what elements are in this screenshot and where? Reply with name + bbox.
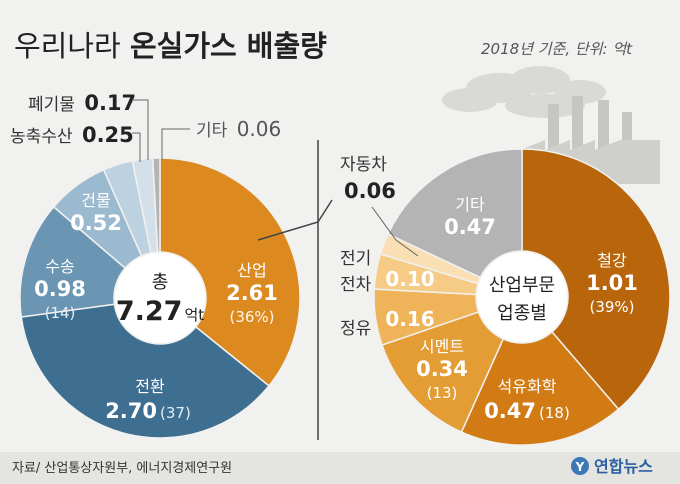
title-light: 우리나라 — [14, 29, 130, 63]
label-산업-name: 산업 — [237, 261, 266, 280]
label-기타-name: 기타 — [455, 195, 485, 214]
title-bold: 온실가스 배출량 — [130, 29, 327, 63]
right-outer-labels: 자동차 0.06 전기 전차 정유 — [340, 155, 419, 339]
label-전환-name: 전환 — [135, 377, 165, 396]
label-waste-name: 폐기물 — [28, 95, 75, 115]
slice-시멘트 — [381, 310, 505, 434]
slice-석유화학 — [460, 330, 620, 446]
left-outer-labels: 폐기물 0.17 농축수산 0.25 기타 0.06 — [10, 91, 281, 162]
label-산업-value: 2.61 — [226, 281, 278, 305]
center-label-industry: 산업부문 — [489, 275, 555, 296]
label-수송-name: 수송 — [45, 257, 74, 276]
leader-waste — [132, 99, 149, 160]
slice-수송 — [19, 205, 127, 318]
donut-hole-left — [115, 253, 205, 343]
center-label-by-sector: 업종별 — [497, 303, 547, 324]
label-철강-pct: (39%) — [589, 298, 634, 316]
center-total-value: 7.27 억t — [116, 296, 204, 327]
label-waste-value: 0.17 — [84, 91, 136, 115]
footer-bar — [0, 452, 680, 484]
label-other-left-name: 기타 — [196, 121, 228, 141]
label-agriculture-name: 농축수산 — [10, 127, 73, 147]
label-철강-value: 1.01 — [586, 271, 638, 295]
label-시멘트-pct: (13) — [427, 384, 458, 402]
svg-text:Y: Y — [575, 460, 585, 474]
slice-기타 — [151, 157, 161, 253]
center-label-total: 총 — [152, 272, 169, 293]
label-건물-value: 0.52 — [70, 211, 122, 235]
label-other-left-value: 0.06 — [237, 117, 282, 141]
label-전환-value: 2.70 (37) — [105, 399, 191, 423]
label-산업-pct: (36%) — [229, 308, 274, 326]
label-수송-value: 0.98 — [34, 277, 86, 301]
slice-철강 — [521, 148, 671, 411]
label-시멘트-name: 시멘트 — [420, 337, 464, 356]
page-title: 우리나라 온실가스 배출량 — [14, 29, 327, 63]
label-refinery-name: 정유 — [340, 319, 371, 339]
zoom-connector — [257, 140, 333, 440]
slice-기타 — [387, 148, 523, 279]
label-수송-pct: (14) — [45, 304, 76, 322]
label-refinery-value: 0.16 — [385, 307, 434, 331]
label-철강-name: 철강 — [597, 251, 627, 270]
slice-전환 — [20, 303, 271, 439]
slice-산업 — [159, 157, 301, 387]
total-emissions-donut: 총 7.27 억t 산업2.61 (36%) 전환 2.70 (37) 수송0.98 (14) 건물… — [19, 157, 301, 439]
label-시멘트-value: 0.34 — [416, 357, 468, 381]
label-other-left: 기타 0.06 — [196, 117, 281, 141]
logo-text: 연합뉴스 — [594, 457, 653, 476]
label-electric-value: 0.10 — [385, 267, 434, 291]
label-agriculture-value: 0.25 — [82, 123, 134, 147]
leader-automobile — [371, 206, 419, 257]
leader-other-left — [161, 128, 190, 160]
label-건물-name: 건물 — [81, 191, 110, 210]
label-석유화학-name: 석유화학 — [498, 377, 557, 396]
label-automobile-value: 0.06 — [344, 179, 396, 203]
label-기타-value: 0.47 — [444, 215, 496, 239]
label-electric-line1: 전기 — [340, 249, 371, 269]
leader-agriculture — [132, 132, 141, 162]
subtitle: 2018년 기준, 단위: 억t — [481, 40, 633, 58]
label-agriculture: 농축수산 0.25 — [10, 123, 134, 147]
label-automobile-name: 자동차 — [340, 155, 387, 175]
label-electric-line2: 전차 — [340, 275, 372, 295]
yonhap-logo: Y 연합뉴스 — [571, 457, 653, 476]
label-석유화학-value: 0.47 (18) — [484, 399, 570, 423]
source-note: 자료/ 산업통상자원부, 에너지경제연구원 — [12, 461, 232, 476]
donut-hole-right — [477, 252, 567, 342]
label-waste: 폐기물 0.17 — [28, 91, 136, 115]
